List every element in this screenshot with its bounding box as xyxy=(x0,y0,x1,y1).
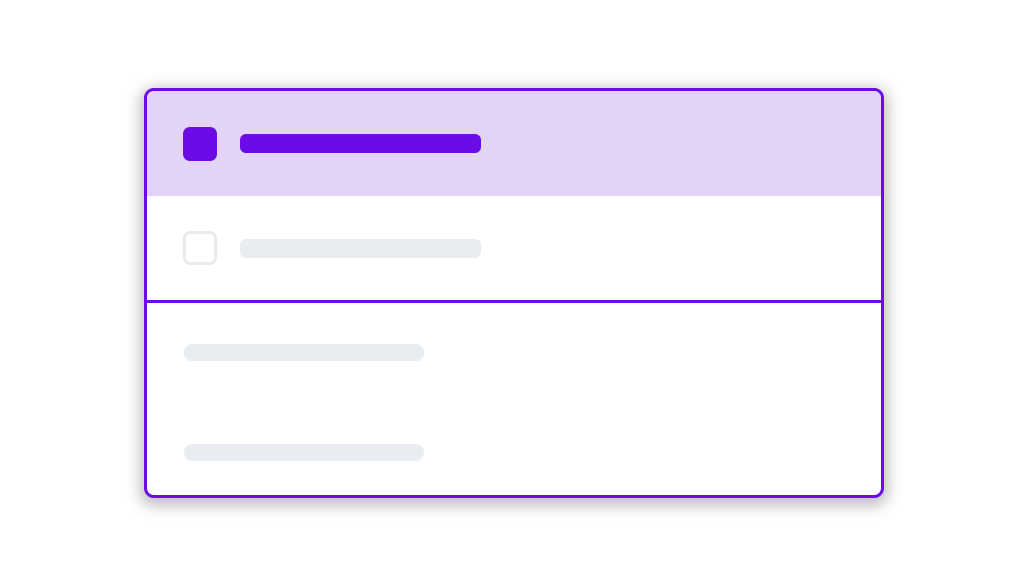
option-row-unselected[interactable] xyxy=(147,196,881,300)
checkbox-checked-icon[interactable] xyxy=(183,126,217,161)
option-label-skeleton xyxy=(240,134,481,153)
text-line-skeleton xyxy=(184,344,424,361)
option-label-skeleton xyxy=(240,238,481,258)
checkbox-unchecked-icon[interactable] xyxy=(183,231,217,265)
details-section xyxy=(147,303,881,495)
text-line-skeleton xyxy=(184,444,424,461)
option-row-selected[interactable] xyxy=(147,91,881,196)
section-divider xyxy=(147,300,881,303)
option-card xyxy=(144,88,884,498)
